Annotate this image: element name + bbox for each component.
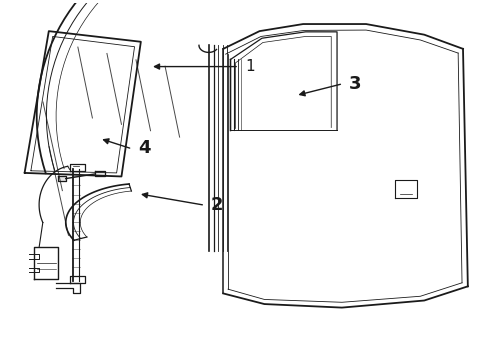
Text: 2: 2 (211, 196, 223, 214)
Polygon shape (58, 176, 66, 181)
Text: 1: 1 (245, 59, 255, 74)
Text: 4: 4 (138, 139, 151, 157)
Polygon shape (95, 171, 104, 176)
Text: 3: 3 (349, 75, 362, 93)
